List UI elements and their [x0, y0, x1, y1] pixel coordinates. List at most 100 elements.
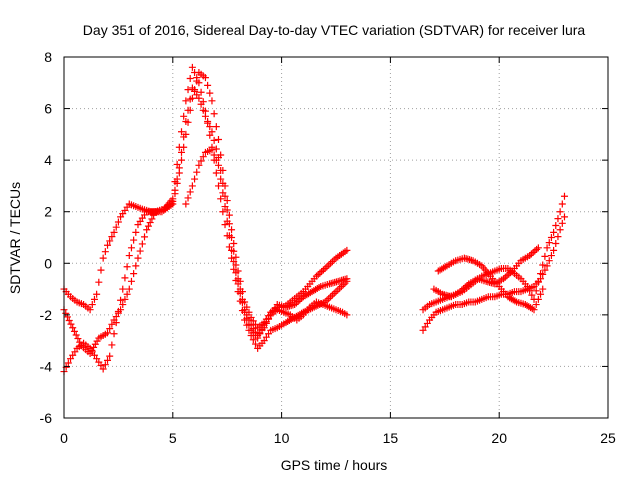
x-tick-label: 0	[60, 430, 68, 446]
data-point-interp	[558, 219, 566, 227]
data-point	[182, 97, 190, 105]
data-point	[201, 74, 209, 82]
data-point-interp	[232, 253, 240, 261]
data-point-interp	[204, 81, 212, 89]
data-point-interp	[217, 175, 225, 183]
data-point-interp	[123, 290, 131, 298]
grid	[64, 57, 608, 418]
y-tick-label: 8	[44, 49, 52, 65]
data-point	[208, 128, 216, 136]
data-point	[254, 334, 262, 342]
data-point-interp	[225, 232, 233, 240]
data-point	[195, 161, 203, 169]
data-point-interp	[178, 128, 186, 136]
data-point-interp	[258, 325, 266, 333]
data-point-interp	[210, 110, 218, 118]
data-point-interp	[199, 106, 207, 114]
axis-ticks	[63, 56, 609, 419]
data-point	[104, 329, 112, 337]
data-point	[99, 254, 107, 262]
data-point-interp	[70, 327, 78, 335]
data-point	[110, 228, 118, 236]
data-point-interp	[199, 153, 207, 161]
x-tick-label: 25	[600, 430, 616, 446]
data-point-interp	[204, 117, 212, 125]
data-point	[93, 290, 101, 298]
data-point-interp	[184, 86, 192, 94]
data-point	[117, 306, 125, 314]
data-point-interp	[121, 295, 129, 303]
data-point-interp	[528, 291, 536, 299]
data-point-interp	[64, 359, 72, 367]
data-point-interp	[534, 278, 542, 286]
data-point-interp	[184, 106, 192, 114]
data-point-interp	[173, 175, 181, 183]
data-point	[175, 164, 183, 172]
data-point-interp	[206, 89, 214, 97]
data-point	[195, 79, 203, 87]
data-point	[125, 252, 133, 260]
data-point-interp	[193, 74, 201, 82]
data-point-interp	[554, 215, 562, 223]
data-point	[228, 226, 236, 234]
data-point-interp	[186, 188, 194, 196]
data-point-interp	[180, 112, 188, 120]
data-point	[343, 246, 351, 254]
data-point-interp	[532, 287, 540, 295]
data-point-interp	[230, 240, 238, 248]
data-point-interp	[67, 320, 75, 328]
data-point-interp	[212, 156, 220, 164]
data-point	[556, 226, 564, 234]
data-point-interp	[106, 237, 114, 245]
data-point	[543, 244, 551, 252]
data-point-interp	[101, 248, 109, 256]
data-point	[556, 208, 564, 216]
data-point-interp	[230, 258, 238, 266]
data-point-interp	[114, 218, 122, 226]
y-tick-label: 0	[44, 255, 52, 271]
data-point-interp	[206, 123, 214, 131]
data-point	[188, 63, 196, 71]
x-tick-label: 5	[169, 430, 177, 446]
data-point-interp	[88, 301, 96, 309]
data-point-interp	[117, 296, 125, 304]
x-axis-label: GPS time / hours	[281, 457, 388, 473]
data-point-interp	[108, 320, 116, 328]
series-track-4	[182, 146, 351, 342]
data-point-interp	[110, 330, 118, 338]
data-point-interp	[150, 211, 158, 219]
data-point	[208, 146, 216, 154]
data-point	[214, 161, 222, 169]
data-point-interp	[186, 95, 194, 103]
data-point-interp	[243, 314, 251, 322]
data-point-interp	[537, 290, 545, 298]
y-tick-label: -6	[40, 410, 53, 426]
data-point-interp	[136, 247, 144, 255]
data-point	[201, 112, 209, 120]
x-tick-label: 15	[383, 430, 399, 446]
data-point-interp	[138, 240, 146, 248]
data-point	[143, 226, 151, 234]
data-point-interp	[193, 168, 201, 176]
data-point-interp	[251, 340, 259, 348]
data-point-interp	[148, 215, 156, 223]
data-point-interp	[106, 325, 114, 333]
data-point-interp	[236, 289, 244, 297]
x-tick-label: 10	[274, 430, 290, 446]
data-point-interp	[552, 240, 560, 248]
data-point	[106, 352, 114, 360]
data-point-interp	[130, 236, 138, 244]
data-point-interp	[90, 295, 98, 303]
data-point	[343, 311, 351, 319]
data-point-interp	[171, 186, 179, 194]
data-point-interp	[108, 341, 116, 349]
data-point	[543, 262, 551, 270]
data-point-interp	[210, 136, 218, 144]
data-point-interp	[127, 277, 135, 285]
plot-frame	[63, 56, 609, 419]
data-point-interp	[554, 233, 562, 241]
data-point-interp	[539, 261, 547, 269]
data-point	[86, 306, 94, 314]
data-point	[214, 136, 222, 144]
data-point-interp	[72, 331, 80, 339]
